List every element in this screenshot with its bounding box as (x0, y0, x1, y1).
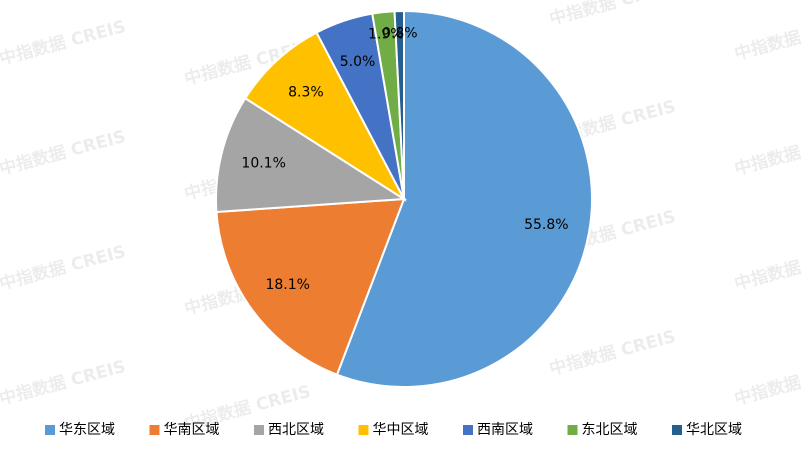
data-label: 8.3% (288, 85, 324, 101)
watermark: 中指数据 CREIS (0, 241, 128, 295)
watermark: 中指数据 CREIS (732, 126, 806, 180)
pie-slice (393, 9, 405, 200)
data-label: 1.9% (368, 27, 404, 43)
data-label: 5.0% (340, 54, 376, 70)
watermark: 中指数据 CREIS (0, 126, 128, 180)
legend-swatch (358, 425, 369, 435)
watermark: 中指数据 CREIS (0, 356, 128, 410)
data-label: 10.1% (241, 155, 285, 171)
watermark: 中指数据 CREIS (0, 16, 128, 70)
watermark: 中指数据 CREIS (547, 0, 678, 30)
legend-label: 西南区域 (477, 422, 533, 438)
pie-slice (215, 96, 408, 214)
legend-swatch (567, 425, 578, 435)
pie: 55.8% 18.1% 10.1% 8.3% 5.0% 1.9%0.8% (215, 9, 593, 388)
legend-label: 西北区域 (268, 422, 324, 438)
legend-swatch (672, 425, 682, 435)
watermark: 中指数据 CREIS (732, 241, 806, 295)
pie-slice (335, 9, 593, 388)
legend-swatch (149, 425, 160, 435)
data-label: 55.8% (524, 217, 568, 233)
legend: 华东区域 华南区域 西北区域 华中区域 西南区域 东北区域 华北区域 (45, 422, 742, 438)
legend-label: 华北区域 (686, 422, 742, 438)
data-label: 0.8% (382, 26, 418, 42)
legend-swatch (463, 425, 473, 435)
legend-swatch (254, 425, 264, 435)
watermark: 中指数据 CREIS (732, 356, 806, 410)
data-label: 18.1% (265, 277, 309, 293)
legend-swatch (45, 425, 55, 435)
legend-label: 华南区域 (164, 422, 220, 438)
legend-label: 东北区域 (582, 422, 638, 438)
watermark: 中指数据 CREIS (732, 11, 806, 65)
watermark: 中指数据 CREIS (547, 326, 678, 380)
pie-slice (243, 31, 407, 202)
pie-slice (215, 197, 406, 376)
legend-label: 华中区域 (373, 422, 429, 438)
legend-label: 华东区域 (59, 422, 115, 438)
